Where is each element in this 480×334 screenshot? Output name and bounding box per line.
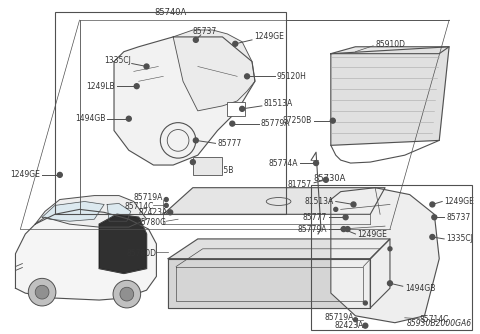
Circle shape xyxy=(341,227,346,231)
Circle shape xyxy=(324,177,328,182)
Polygon shape xyxy=(42,201,104,221)
Polygon shape xyxy=(163,188,385,214)
Circle shape xyxy=(193,138,198,143)
Text: 85780G: 85780G xyxy=(136,218,166,227)
Bar xyxy=(311,185,472,330)
Polygon shape xyxy=(99,214,146,274)
Text: 1249GE: 1249GE xyxy=(10,170,40,179)
Text: 85740A: 85740A xyxy=(155,8,187,17)
Text: 85714C: 85714C xyxy=(420,315,449,324)
Text: 81757: 81757 xyxy=(288,180,312,189)
Text: 85719A: 85719A xyxy=(324,313,353,322)
Text: 85737: 85737 xyxy=(446,213,470,222)
Text: 95120H: 95120H xyxy=(276,72,307,81)
Polygon shape xyxy=(168,239,390,259)
Circle shape xyxy=(168,210,173,215)
Text: 85745B: 85745B xyxy=(204,166,234,175)
Polygon shape xyxy=(168,259,370,308)
Circle shape xyxy=(134,84,139,89)
Text: 85774A: 85774A xyxy=(269,159,298,168)
Text: 1249GE: 1249GE xyxy=(444,197,474,206)
Text: 85780D: 85780D xyxy=(126,249,156,258)
Circle shape xyxy=(245,74,250,79)
Text: 1335CJ: 1335CJ xyxy=(446,234,473,243)
Circle shape xyxy=(387,281,393,286)
Circle shape xyxy=(240,107,245,111)
Text: 87250B: 87250B xyxy=(283,116,312,125)
Text: 81513A: 81513A xyxy=(264,100,293,109)
Circle shape xyxy=(58,172,62,177)
Text: 82423A: 82423A xyxy=(139,208,168,217)
Polygon shape xyxy=(331,47,449,145)
Circle shape xyxy=(233,41,238,46)
Text: 85737: 85737 xyxy=(192,26,217,35)
Polygon shape xyxy=(35,196,146,227)
Circle shape xyxy=(363,323,368,328)
Polygon shape xyxy=(114,37,255,165)
Circle shape xyxy=(330,118,335,123)
Polygon shape xyxy=(370,239,390,308)
Circle shape xyxy=(345,227,350,231)
Circle shape xyxy=(35,285,49,299)
Circle shape xyxy=(120,287,134,301)
Circle shape xyxy=(230,121,235,126)
Polygon shape xyxy=(331,188,439,323)
Text: 85779A: 85779A xyxy=(261,119,290,128)
Polygon shape xyxy=(173,30,255,111)
Circle shape xyxy=(144,64,149,69)
Text: 85719A: 85719A xyxy=(134,193,163,202)
Circle shape xyxy=(164,197,168,201)
Text: 81513A: 81513A xyxy=(304,197,334,206)
Text: 1249GE: 1249GE xyxy=(254,32,284,41)
Circle shape xyxy=(430,234,435,239)
Polygon shape xyxy=(107,203,131,221)
Bar xyxy=(228,102,245,116)
Circle shape xyxy=(351,202,356,207)
Circle shape xyxy=(113,280,141,308)
Polygon shape xyxy=(15,209,156,300)
Text: 1249GE: 1249GE xyxy=(358,229,387,238)
Circle shape xyxy=(353,318,358,322)
Circle shape xyxy=(126,116,131,121)
Bar xyxy=(193,157,222,175)
Circle shape xyxy=(164,203,168,207)
Polygon shape xyxy=(331,47,449,54)
Text: 85777: 85777 xyxy=(303,213,327,222)
Text: 82423A: 82423A xyxy=(334,321,363,330)
Text: 1494GB: 1494GB xyxy=(75,114,105,123)
Text: 85910D: 85910D xyxy=(375,40,405,49)
Text: 85930B2000GA6: 85930B2000GA6 xyxy=(407,319,472,328)
Circle shape xyxy=(363,301,367,305)
Circle shape xyxy=(28,278,56,306)
Circle shape xyxy=(388,247,392,251)
Circle shape xyxy=(430,202,435,207)
Text: 1249LB: 1249LB xyxy=(86,82,115,91)
Text: 85779A: 85779A xyxy=(298,224,327,233)
Circle shape xyxy=(334,207,338,211)
Text: 1494GB: 1494GB xyxy=(405,284,435,293)
Bar xyxy=(55,12,287,214)
Circle shape xyxy=(343,215,348,220)
Circle shape xyxy=(191,160,195,165)
Circle shape xyxy=(193,37,198,42)
Circle shape xyxy=(432,215,437,220)
Text: 85714C: 85714C xyxy=(124,202,154,211)
Text: 1335CJ: 1335CJ xyxy=(104,56,131,65)
Text: 85730A: 85730A xyxy=(313,174,346,183)
Text: 85777: 85777 xyxy=(217,139,242,148)
Circle shape xyxy=(313,161,319,166)
